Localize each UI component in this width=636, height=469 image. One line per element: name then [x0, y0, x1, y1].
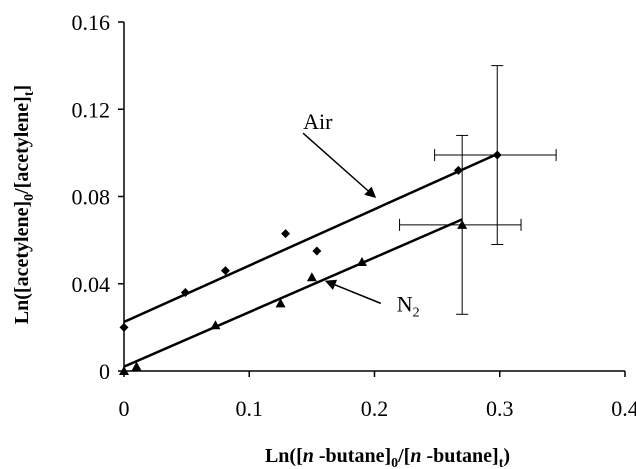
- data-point-air: [492, 150, 502, 160]
- data-point-air: [119, 322, 129, 332]
- y-tick-label: 0.08: [72, 185, 111, 210]
- data-point-n2: [275, 298, 286, 308]
- data-points: [119, 150, 502, 375]
- annotations: Air N2: [302, 109, 420, 320]
- y-tick-label: 0.04: [72, 272, 111, 297]
- y-tick-label: 0.12: [72, 97, 111, 122]
- axis-labels: Ln([n -butane]0/[n -butane]t) Ln([acetyle…: [11, 85, 510, 469]
- x-tick-label: 0.2: [361, 396, 389, 421]
- data-point-n2: [119, 366, 129, 375]
- data-point-air: [281, 229, 291, 239]
- error-bars: [399, 65, 557, 315]
- data-point-n2: [356, 256, 367, 266]
- fit-lines: [123, 152, 498, 368]
- fit-line-n2: [123, 218, 463, 368]
- y-axis-title: Ln([acetylene]0/[acetylene]t]: [11, 85, 37, 324]
- x-tick-label: 0.3: [486, 396, 514, 421]
- annotation-label-n2: N2: [397, 291, 420, 320]
- data-point-air: [312, 246, 322, 256]
- data-point-n2: [306, 272, 317, 282]
- fit-line-air: [123, 152, 498, 324]
- data-point-air: [180, 287, 190, 297]
- axes: 0 0.04 0.08 0.12 0.16 0 0.1 0.2 0.3 0.4: [72, 10, 636, 421]
- x-tick-label: 0.4: [611, 396, 636, 421]
- annotation-arrow-n2: [324, 279, 382, 305]
- y-tick-label: 0: [99, 359, 110, 384]
- data-point-n2: [210, 320, 221, 330]
- x-tick-label: 0.1: [236, 396, 264, 421]
- data-point-n2: [131, 361, 142, 371]
- annotation-label-air: Air: [303, 109, 333, 134]
- data-point-air: [453, 165, 463, 175]
- data-point-n2: [457, 219, 468, 229]
- y-tick-label: 0.16: [72, 10, 111, 35]
- x-axis-title: Ln([n -butane]0/[n -butane]t): [265, 445, 510, 469]
- x-tick-label: 0: [119, 396, 130, 421]
- data-point-air: [220, 266, 230, 276]
- annotation-arrow-air: [302, 132, 377, 198]
